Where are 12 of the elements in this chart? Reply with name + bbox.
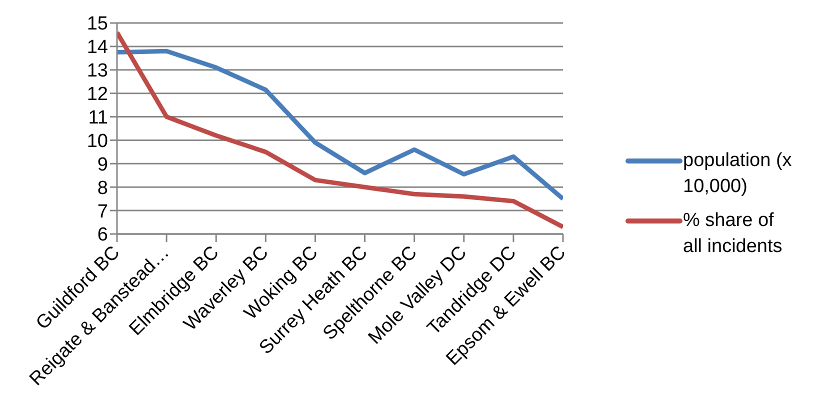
y-tick-label: 7 [97, 201, 108, 222]
y-tick-label: 10 [86, 130, 108, 152]
y-tick-label: 14 [86, 37, 108, 58]
y-tick-label: 8 [97, 178, 108, 199]
y-tick-label: 12 [86, 84, 108, 106]
y-tick-label: 6 [97, 224, 108, 246]
legend-label: population (x 10,000) [683, 149, 793, 199]
y-tick-label: 15 [86, 14, 108, 35]
legend-label: % share of all incidents [683, 209, 784, 259]
y-tick-label: 13 [86, 60, 108, 82]
y-tick-label: 9 [97, 154, 108, 176]
y-tick-label: 11 [88, 108, 108, 129]
